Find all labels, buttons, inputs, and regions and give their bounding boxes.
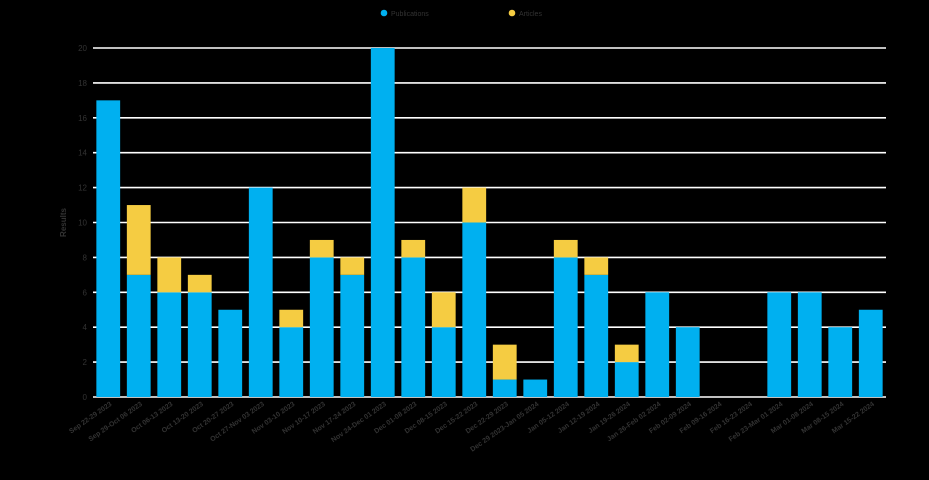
- bar-articles: [584, 257, 609, 275]
- bar-publications: [492, 379, 517, 397]
- bar-articles: [157, 257, 182, 293]
- bar-articles: [614, 344, 639, 363]
- bar-publications: [126, 274, 151, 397]
- y-axis-title: Results: [59, 208, 68, 237]
- bar-publications: [279, 327, 304, 397]
- x-tick-label: Oct 27-Nov 03 2023: [209, 401, 266, 444]
- bar-publications: [675, 327, 700, 397]
- x-tick-label: Jan 26-Feb 02 2024: [606, 401, 662, 443]
- y-tick-label: 10: [78, 219, 87, 228]
- bar-publications: [645, 292, 670, 397]
- bar-articles: [187, 274, 212, 293]
- bar-publications: [767, 292, 792, 397]
- bar-articles: [431, 292, 456, 328]
- legend-label: Articles: [519, 11, 542, 18]
- bar-articles: [492, 344, 517, 380]
- x-tick-label: Feb 23-Mar 01 2024: [728, 401, 785, 444]
- bar-articles: [126, 205, 151, 275]
- bar-publications: [797, 292, 822, 397]
- bar-articles: [340, 257, 365, 275]
- bar-publications: [248, 187, 273, 397]
- bar-publications: [340, 274, 365, 397]
- bar-articles: [401, 239, 426, 258]
- y-tick-label: 8: [83, 253, 88, 262]
- legend-marker: [508, 9, 516, 17]
- bar-publications: [523, 379, 548, 397]
- bar-publications: [431, 327, 456, 397]
- bar-publications: [858, 309, 883, 397]
- y-tick-label: 0: [83, 393, 88, 402]
- bar-publications: [187, 292, 212, 397]
- y-tick-label: 16: [78, 114, 87, 123]
- bar-articles: [462, 187, 487, 223]
- bar-publications: [462, 222, 487, 397]
- y-tick-label: 6: [83, 288, 88, 297]
- y-tick-label: 20: [78, 44, 87, 53]
- bar-publications: [370, 48, 395, 397]
- x-tick-label: Nov 24-Dec 01 2023: [330, 401, 388, 444]
- bar-publications: [218, 309, 243, 397]
- y-tick-label: 14: [78, 149, 87, 158]
- bar-articles: [279, 309, 304, 328]
- y-tick-label: 2: [83, 358, 88, 367]
- legend-label: Publications: [391, 11, 429, 18]
- bar-articles: [553, 239, 578, 258]
- bar-publications: [309, 257, 334, 397]
- bar-publications: [614, 362, 639, 397]
- y-tick-label: 18: [78, 79, 87, 88]
- bar-publications: [584, 274, 609, 397]
- y-tick-label: 4: [83, 323, 88, 332]
- x-tick-label: Sep 29-Oct 06 2023: [88, 401, 144, 443]
- y-tick-label: 12: [78, 184, 87, 193]
- bar-articles: [309, 239, 334, 258]
- bar-publications: [157, 292, 182, 397]
- bar-publications: [828, 327, 853, 397]
- bar-publications: [401, 257, 426, 397]
- bar-publications: [96, 100, 121, 397]
- legend-marker: [380, 9, 388, 17]
- bar-publications: [553, 257, 578, 397]
